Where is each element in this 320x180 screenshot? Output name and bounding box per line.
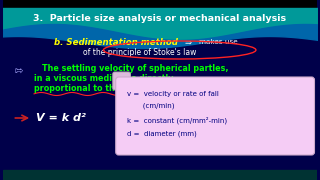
Text: v =  velocity or rate of fall: v = velocity or rate of fall bbox=[126, 91, 219, 97]
Text: in a viscous medium is directly: in a viscous medium is directly bbox=[34, 73, 173, 82]
Text: proportional to the size of particle: proportional to the size of particle bbox=[34, 84, 190, 93]
FancyBboxPatch shape bbox=[116, 77, 315, 155]
Text: ⇰: ⇰ bbox=[14, 67, 22, 77]
Text: of the principle of Stoke's law: of the principle of Stoke's law bbox=[83, 48, 196, 57]
Text: (cm/min): (cm/min) bbox=[126, 103, 174, 109]
Bar bbox=[3, 170, 317, 180]
Text: The settling velocity of spherical partles,: The settling velocity of spherical partl… bbox=[42, 64, 228, 73]
Text: makes use: makes use bbox=[199, 39, 238, 45]
FancyBboxPatch shape bbox=[113, 72, 131, 90]
Text: d =  diameter (mm): d = diameter (mm) bbox=[126, 131, 196, 137]
Text: 3.  Particle size analysis or mechanical analysis: 3. Particle size analysis or mechanical … bbox=[33, 14, 287, 22]
Text: ⇒: ⇒ bbox=[185, 37, 192, 46]
Text: b. Sedimentation method: b. Sedimentation method bbox=[54, 37, 178, 46]
Text: V = k d²: V = k d² bbox=[36, 113, 86, 123]
Bar bbox=[3, 0, 317, 8]
Text: k =  constant (cm/mm²-min): k = constant (cm/mm²-min) bbox=[126, 116, 227, 124]
